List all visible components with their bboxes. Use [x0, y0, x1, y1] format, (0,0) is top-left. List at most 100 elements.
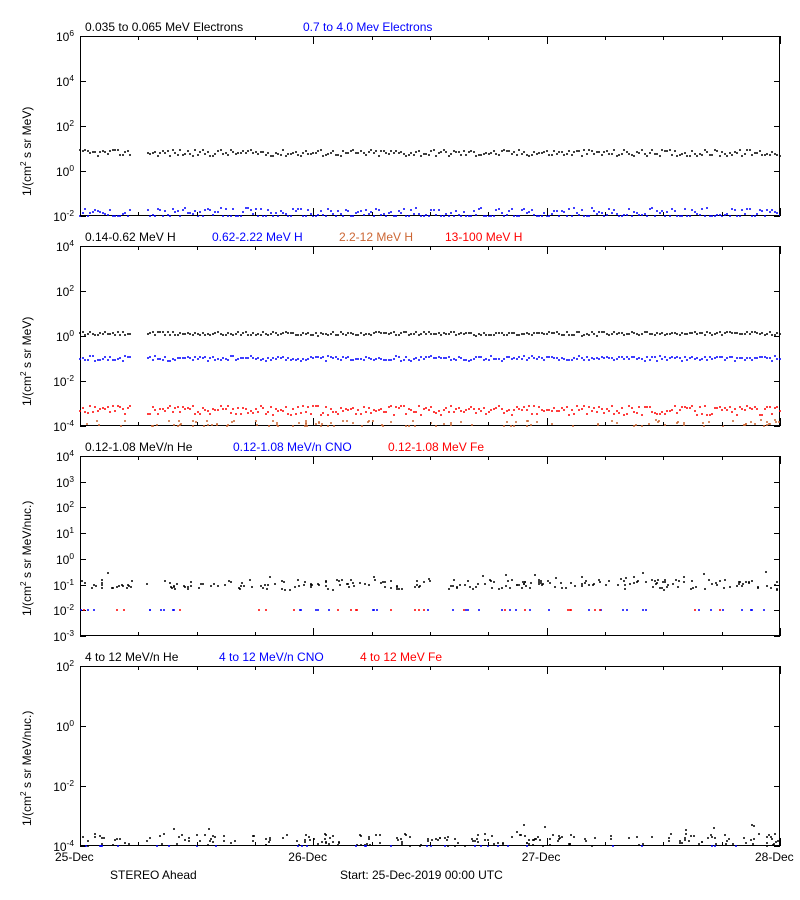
data-point — [127, 150, 129, 152]
xtick — [313, 208, 314, 216]
data-point — [305, 420, 307, 422]
data-point — [380, 332, 382, 334]
data-point — [555, 577, 557, 579]
data-point — [686, 155, 688, 157]
data-point — [708, 579, 710, 581]
ytick — [774, 336, 780, 337]
data-point — [571, 215, 573, 217]
footer-center: Start: 25-Dec-2019 00:00 UTC — [340, 868, 503, 882]
ytick-label: 104 — [56, 238, 74, 254]
data-point — [601, 408, 603, 410]
data-point — [453, 411, 455, 413]
data-point — [503, 334, 505, 336]
data-point — [779, 333, 781, 335]
data-point — [706, 414, 708, 416]
ytick — [80, 426, 86, 427]
data-point — [202, 149, 204, 151]
xtick-minor — [605, 422, 606, 426]
data-point — [222, 215, 224, 217]
xtick-minor — [722, 422, 723, 426]
data-point — [300, 360, 302, 362]
data-point — [265, 844, 267, 846]
data-point — [270, 359, 272, 361]
xtick-minor — [488, 632, 489, 636]
data-point — [505, 574, 507, 576]
data-point — [340, 155, 342, 157]
data-point — [571, 359, 573, 361]
data-point — [257, 411, 259, 413]
xtick-minor — [663, 632, 664, 636]
data-point — [558, 215, 560, 217]
data-point — [666, 333, 668, 335]
data-point — [701, 841, 703, 843]
data-point — [114, 410, 116, 412]
data-point — [270, 333, 272, 335]
ylabel-high_ions: 1/(cm2 s sr MeV/nuc.) — [18, 711, 34, 826]
data-point — [453, 215, 455, 217]
ytick-label: 106 — [56, 28, 74, 44]
data-point — [493, 843, 495, 845]
data-point — [568, 414, 570, 416]
data-point — [415, 411, 417, 413]
data-point — [350, 609, 352, 611]
xtick-minor — [663, 456, 664, 460]
ytick-label: 103 — [56, 474, 74, 490]
data-point — [521, 409, 523, 411]
ylabel-hydrogen: 1/(cm2 s sr MeV) — [18, 317, 34, 406]
ytick-label: 10-1 — [53, 577, 74, 593]
xtick-minor — [430, 842, 431, 846]
xtick-minor — [197, 666, 198, 670]
data-point — [704, 334, 706, 336]
data-point — [530, 424, 532, 426]
data-point — [684, 837, 686, 839]
data-point — [310, 413, 312, 415]
data-point — [347, 583, 349, 585]
data-point — [252, 332, 254, 334]
data-point — [474, 845, 476, 847]
xtick — [780, 246, 781, 254]
data-point — [447, 845, 449, 847]
data-point — [262, 215, 264, 217]
data-point — [513, 425, 515, 427]
ytick-label: 100 — [56, 718, 74, 734]
data-point — [163, 833, 165, 835]
data-point — [638, 844, 640, 846]
data-point — [119, 357, 121, 359]
data-point — [651, 149, 653, 151]
data-point — [646, 155, 648, 157]
data-point — [127, 407, 129, 409]
data-point — [739, 406, 741, 408]
xtick-minor — [488, 422, 489, 426]
data-point — [282, 837, 284, 839]
data-point — [260, 208, 262, 210]
xtick-minor — [138, 842, 139, 846]
data-point — [546, 333, 548, 335]
data-point — [646, 215, 648, 217]
data-point — [671, 356, 673, 358]
xtick — [80, 208, 81, 216]
data-point — [183, 585, 185, 587]
footer-left: STEREO Ahead — [110, 868, 197, 882]
data-point — [230, 215, 232, 217]
data-point — [741, 609, 743, 611]
data-point — [528, 843, 530, 845]
data-point — [689, 407, 691, 409]
data-point — [408, 425, 410, 427]
xtick-minor — [372, 632, 373, 636]
data-point — [84, 149, 86, 151]
data-point — [120, 425, 122, 427]
data-point — [503, 358, 505, 360]
xtick-minor — [488, 212, 489, 216]
data-point — [691, 332, 693, 334]
xtick — [80, 246, 81, 254]
xtick-minor — [722, 666, 723, 670]
data-point — [355, 845, 357, 847]
data-point — [267, 334, 269, 336]
data-point — [543, 410, 545, 412]
data-point — [524, 835, 526, 837]
data-point — [508, 409, 510, 411]
data-point — [536, 413, 538, 415]
data-point — [531, 413, 533, 415]
data-point — [601, 154, 603, 156]
data-point — [538, 215, 540, 217]
